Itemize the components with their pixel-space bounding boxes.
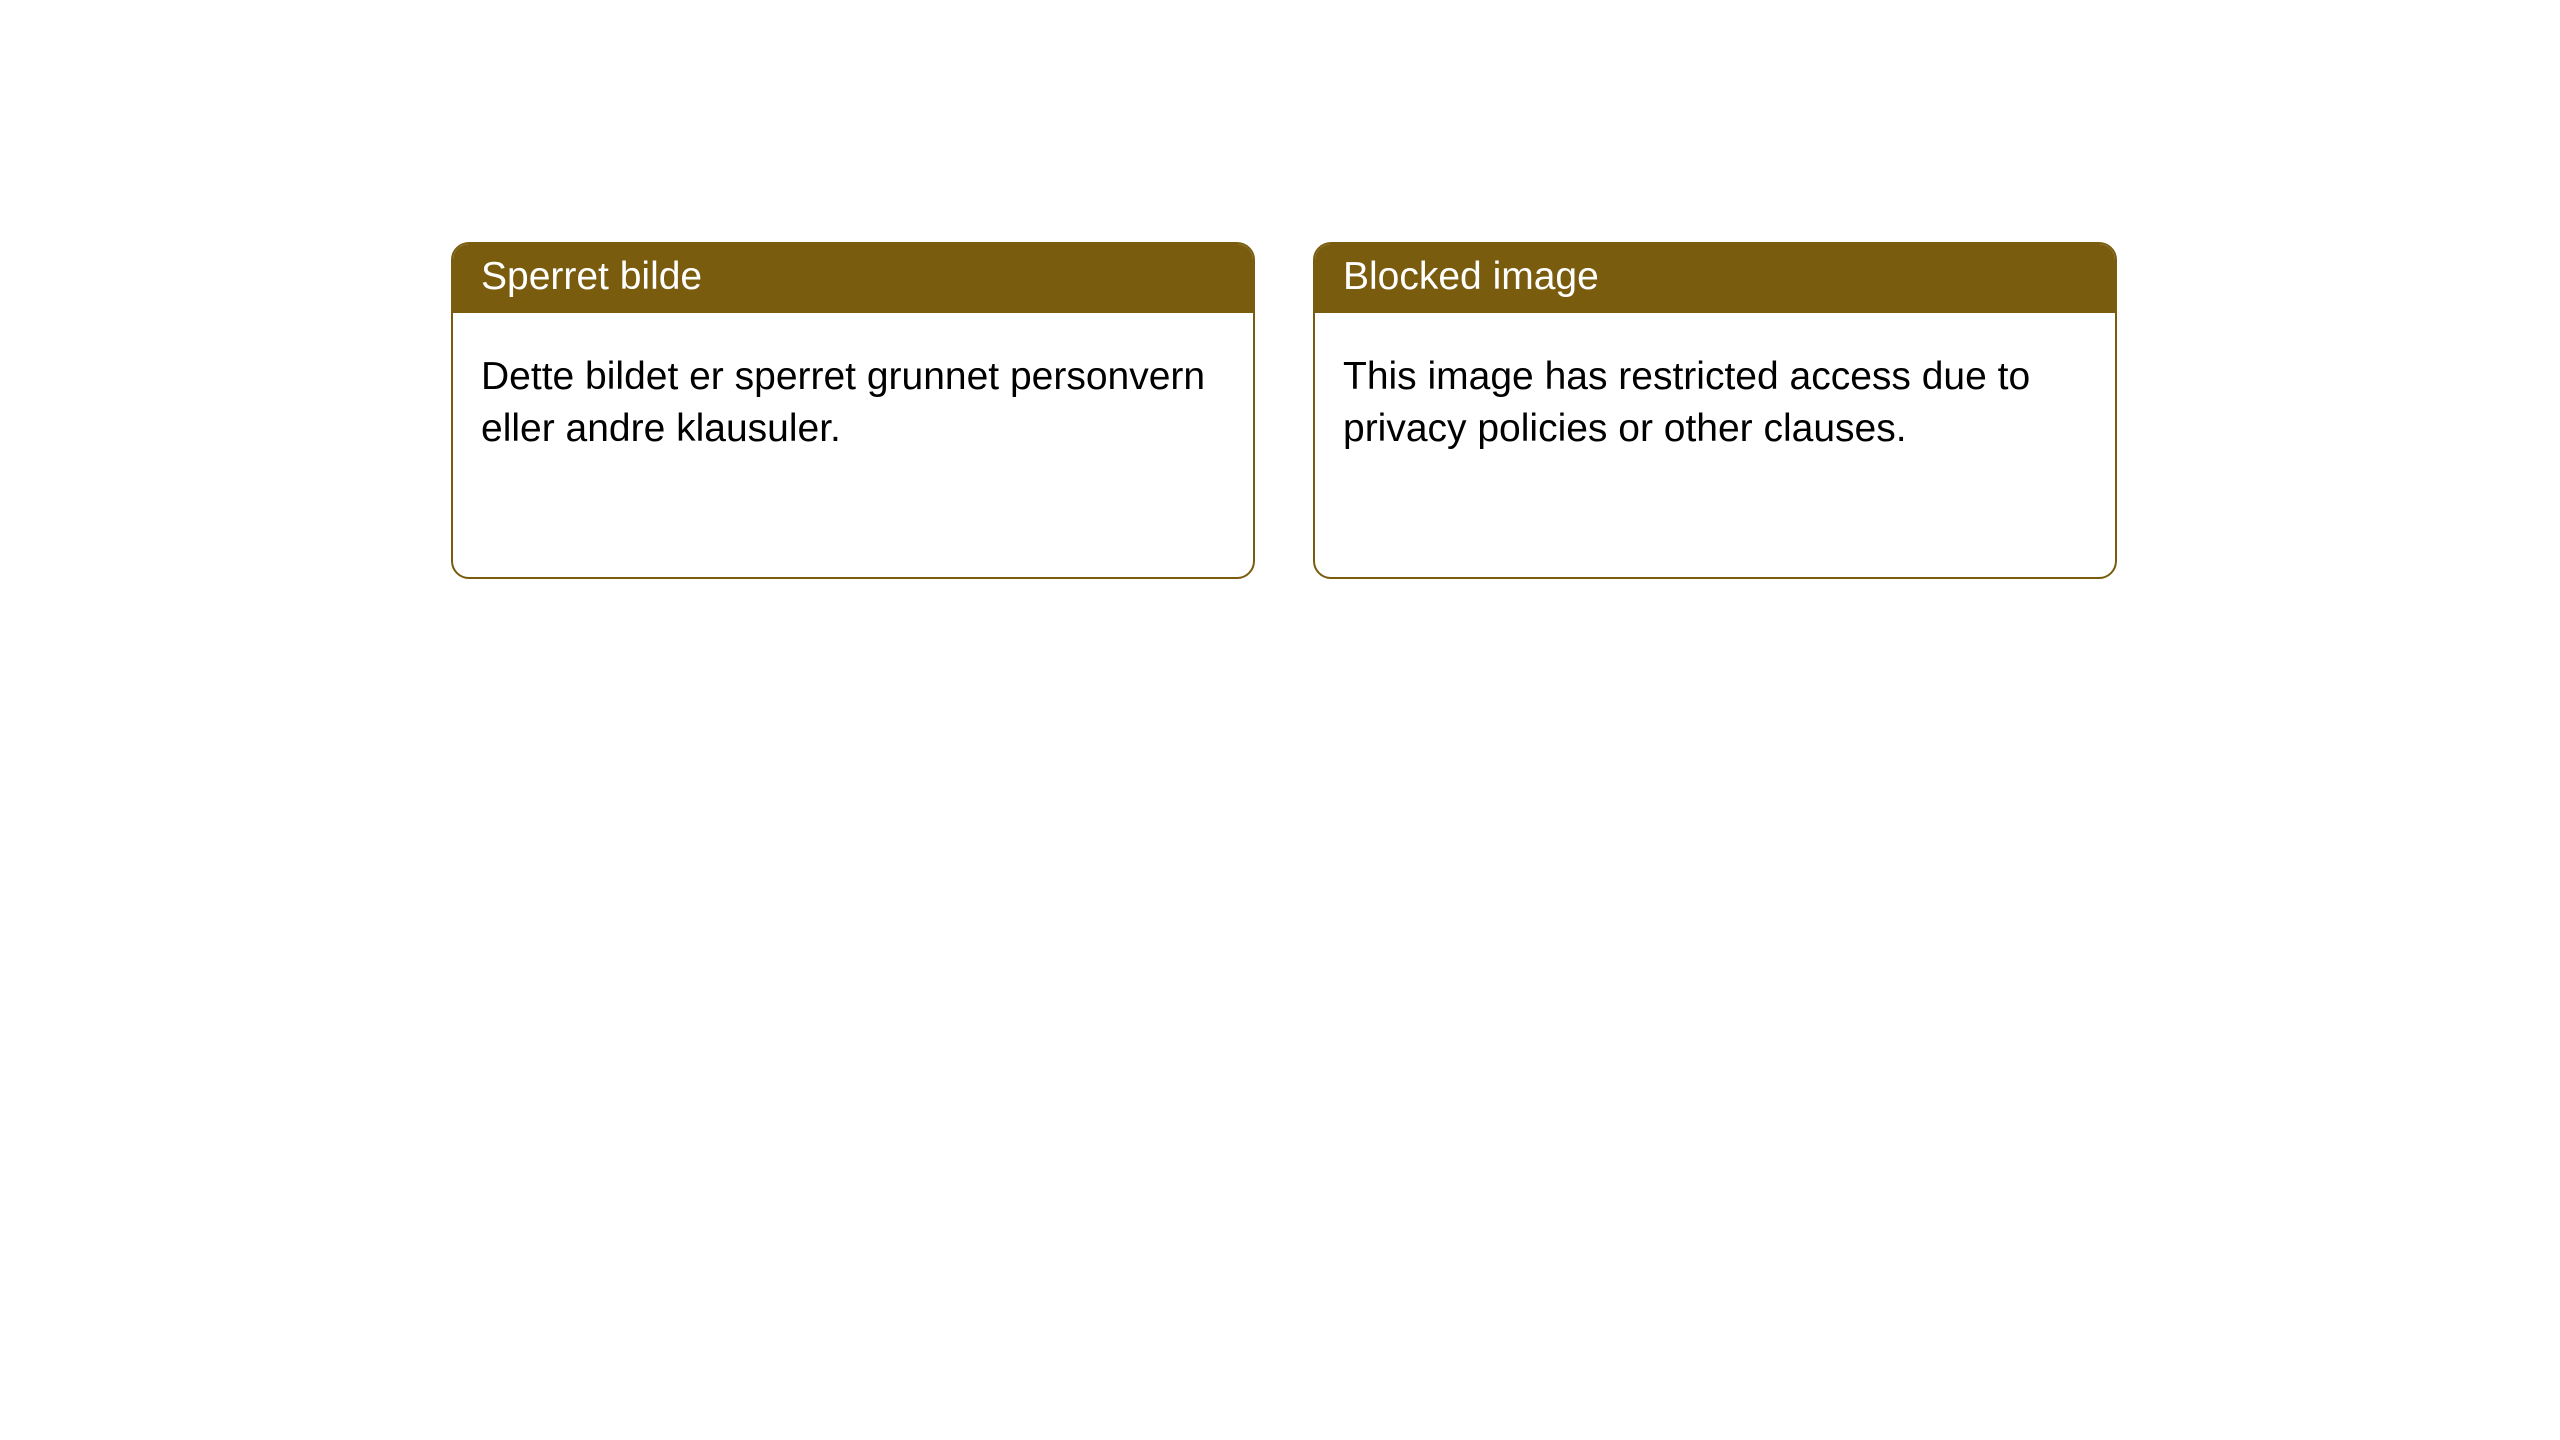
notice-header-english: Blocked image [1315, 244, 2115, 313]
notice-body-norwegian: Dette bildet er sperret grunnet personve… [453, 313, 1253, 483]
notice-message: This image has restricted access due to … [1343, 355, 2030, 450]
notice-card-norwegian: Sperret bilde Dette bildet er sperret gr… [451, 242, 1255, 579]
notice-title: Sperret bilde [481, 255, 702, 298]
notice-container: Sperret bilde Dette bildet er sperret gr… [0, 0, 2560, 579]
notice-card-english: Blocked image This image has restricted … [1313, 242, 2117, 579]
notice-header-norwegian: Sperret bilde [453, 244, 1253, 313]
notice-body-english: This image has restricted access due to … [1315, 313, 2115, 483]
notice-title: Blocked image [1343, 255, 1599, 298]
notice-message: Dette bildet er sperret grunnet personve… [481, 355, 1205, 450]
